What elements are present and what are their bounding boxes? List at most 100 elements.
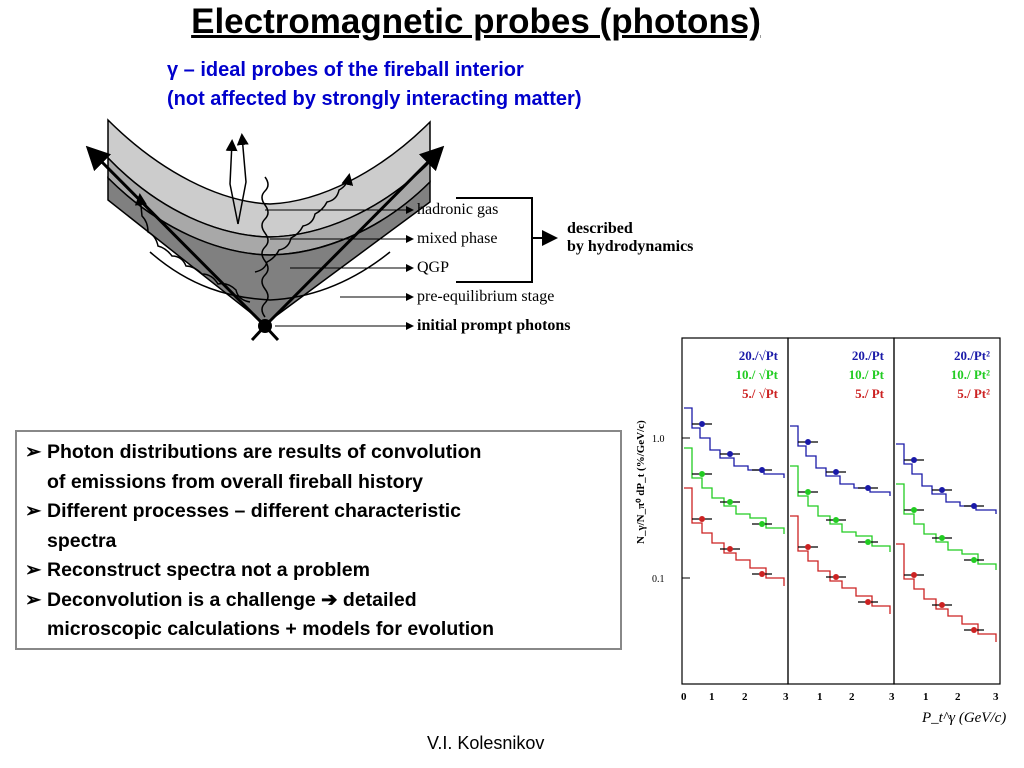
bullet-1-line-1: Photon distributions are results of conv… <box>47 441 482 463</box>
legend-entry: 20./Pt² <box>954 348 990 363</box>
label-mixed-phase: mixed phase <box>417 230 498 247</box>
data-point <box>939 535 945 541</box>
legend-entry: 10./ Pt² <box>951 367 990 382</box>
bullet-3: ➢ Reconstruct spectra not a problem <box>25 556 612 586</box>
legend-entry: 10./ Pt <box>849 367 885 382</box>
x-tick-label: 2 <box>742 691 748 703</box>
subtitle: γ – ideal probes of the fireball interio… <box>167 56 582 114</box>
data-point <box>699 471 705 477</box>
x-tick-label: 3 <box>889 691 895 703</box>
histogram-series <box>790 465 891 552</box>
x-tick-label: 3 <box>993 691 999 703</box>
photon-line-3 <box>254 173 354 273</box>
label-described: described by hydrodynamics <box>567 220 693 256</box>
spectra-svg: 1.0 0.1 N_γ/N_π⁰ dP_t (%/GeV/c) 0 1 2 3 1 2 3 1 2 3 P… <box>635 337 1006 726</box>
data-point <box>833 469 839 475</box>
data-point <box>939 602 945 608</box>
bullet-4-line-1-tail: detailed <box>342 588 417 611</box>
x-tick-label: 2 <box>849 691 855 703</box>
light-cone-right <box>263 145 445 328</box>
y-tick-label: 1.0 <box>652 434 665 445</box>
label-initial-prompt: initial prompt photons <box>417 317 571 334</box>
legend-entry: 10./ √Pt <box>735 367 778 382</box>
x-tick-label: 3 <box>783 691 789 703</box>
bullet-4-line-1: Deconvolution is a challenge <box>47 588 316 611</box>
data-point <box>865 599 871 605</box>
data-point <box>865 539 871 545</box>
histogram-series <box>684 447 785 534</box>
photon-line-1 <box>261 176 269 318</box>
bullet-2-line-2: spectra <box>47 529 117 552</box>
bullet-1-line-2: of emissions from overall fireball histo… <box>47 470 424 493</box>
data-point <box>833 574 839 580</box>
data-point <box>727 546 733 552</box>
page-title: Electromagnetic probes (photons) <box>191 2 761 41</box>
histogram-series <box>896 443 997 514</box>
bullet-arrow-icon: ➢ <box>25 588 42 611</box>
data-point <box>805 439 811 445</box>
data-point <box>911 457 917 463</box>
right-arrow-icon: ➔ <box>321 588 338 611</box>
label-pre-equilibrium: pre-equilibrium stage <box>417 288 555 305</box>
histogram-series <box>896 483 997 570</box>
data-point <box>971 627 977 633</box>
data-point <box>971 503 977 509</box>
bullet-4: ➢ Deconvolution is a challenge ➔ detailed… <box>25 586 612 645</box>
bullet-1: ➢ Photon distributions are results of con… <box>25 438 612 497</box>
data-point <box>727 451 733 457</box>
legend-entry: 5./ Pt <box>855 386 885 401</box>
data-point <box>911 572 917 578</box>
photon-spectra-plot: 1.0 0.1 N_γ/N_π⁰ dP_t (%/GeV/c) 0 1 2 3 1 2 3 1 2 3 P… <box>632 334 1024 730</box>
light-cone-left <box>85 145 267 328</box>
histogram-series <box>684 487 785 586</box>
fireball-svg <box>85 118 558 342</box>
bullet-box: ➢ Photon distributions are results of con… <box>15 430 622 650</box>
legend-entry: 20./√Pt <box>739 348 779 363</box>
histogram-series <box>896 543 997 642</box>
histogram-series <box>684 407 785 478</box>
data-point <box>759 571 765 577</box>
data-point <box>939 487 945 493</box>
data-point <box>699 421 705 427</box>
data-point <box>805 544 811 550</box>
data-point <box>759 467 765 473</box>
histogram-series <box>790 515 891 614</box>
fireball-diagram: hadronic gas mixed phase QGP pre-equilib… <box>80 112 740 352</box>
y-axis-label: N_γ/N_π⁰ dP_t (%/GeV/c) <box>635 420 647 544</box>
bullet-arrow-icon: ➢ <box>25 500 42 522</box>
data-point <box>971 557 977 563</box>
x-tick-label: 2 <box>955 691 961 703</box>
panel-frame <box>893 337 1001 685</box>
footer-author: V.I. Kolesnikov <box>427 733 545 753</box>
x-axis-label: P_t^γ (GeV/c) <box>921 710 1006 726</box>
bullet-2: ➢ Different processes – different charact… <box>25 497 612 556</box>
histogram-series <box>790 425 891 496</box>
legend-entry: 5./ Pt² <box>957 386 990 401</box>
described-line-2: by hydrodynamics <box>567 238 694 255</box>
photon-line-2 <box>134 193 251 303</box>
x-tick-label: 1 <box>709 691 715 703</box>
data-point <box>805 489 811 495</box>
subtitle-line-2: (not affected by strongly interacting ma… <box>167 88 582 110</box>
subtitle-line-1: γ – ideal probes of the fireball interio… <box>167 59 524 81</box>
qgp-region <box>107 176 431 325</box>
data-point <box>759 521 765 527</box>
label-qgp: QGP <box>417 259 450 276</box>
bullet-arrow-icon: ➢ <box>25 559 42 581</box>
bullet-4-line-2: microscopic calculations + models for ev… <box>47 618 494 640</box>
described-line-1: described <box>567 220 633 237</box>
data-point <box>911 507 917 513</box>
data-point <box>699 516 705 522</box>
legend-entry: 20./Pt <box>852 348 885 363</box>
legend-entry: 5./ √Pt <box>742 386 779 401</box>
y-tick-label: 0.1 <box>652 574 665 585</box>
label-hadronic-gas: hadronic gas <box>417 201 499 218</box>
bullet-3-line-1: Reconstruct spectra not a problem <box>47 559 370 581</box>
data-point <box>833 517 839 523</box>
bullet-arrow-icon: ➢ <box>25 441 42 463</box>
x-tick-label: 0 <box>681 691 687 703</box>
collision-point <box>258 319 272 333</box>
x-tick-label: 1 <box>817 691 823 703</box>
data-point <box>727 499 733 505</box>
bullet-2-line-1: Different processes – different characte… <box>47 500 461 522</box>
